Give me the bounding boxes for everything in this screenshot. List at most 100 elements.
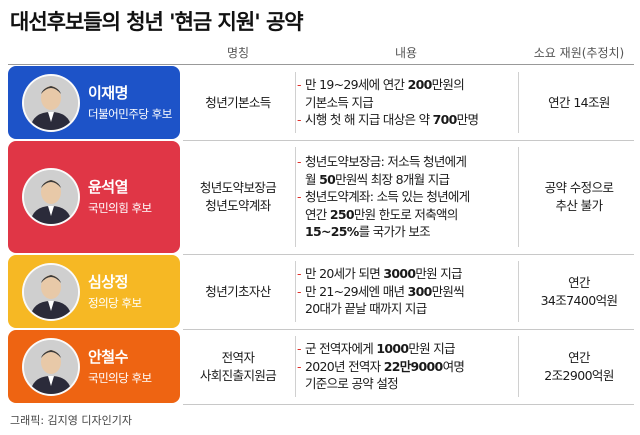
row-divider [183,254,634,255]
content-line: 20대가 끝날 때까지 지급 [297,300,515,318]
policy-name-line: 청년도약보장금 [199,180,277,195]
bullet-marker: - [297,112,302,128]
bullet-marker: - [297,154,302,170]
content-text: 만명 [456,112,479,128]
column-divider [518,336,519,397]
content-highlight: 22만9000 [383,358,443,374]
content-highlight: 3000 [383,266,416,282]
content-text: 만 21~29세엔 매년 [305,283,408,299]
column-divider [518,261,519,322]
column-divider [295,261,296,322]
policy-name: 청년기본소득 [183,94,293,112]
content-line: -만 19~29세에 연간 200만원의 [297,76,515,94]
policy-name-line: 청년도약계좌 [205,198,271,213]
table-header: 명칭 내용 소요 재원(추정치) [0,44,640,62]
candidate-name: 이재명 [88,83,128,102]
content-text: 만원 한도로 저축액의 [353,206,458,222]
candidate-card: 윤석열 국민의힘 후보 [8,141,180,253]
content-line: -2020년 전역자 22만9000여명 [297,358,515,376]
row-divider [183,140,634,141]
candidate-name: 안철수 [88,347,128,366]
content-highlight: 1000 [376,341,409,357]
table-row: 이재명 더불어민주당 후보 청년기본소득 - 만 19~29세에 연간 200만원의 기본… [0,66,640,139]
candidate-photo [22,262,80,321]
table-row: 윤석열 국민의힘 후보 청년도약보장금 청년도약계좌 - 청년도약보장금: 저소득 청년에… [0,141,640,253]
column-divider [295,72,296,133]
content-text: 만원씩 최장 8개월 지급 [335,171,450,187]
content-text: 연간 [305,206,330,222]
policy-name-line: 청년기본소득 [205,94,271,110]
content-line: 15~25%를 국가가 보조 [297,223,515,241]
content-text: 군 전역자에게 [305,341,377,357]
row-divider [183,404,634,405]
estimated-cost: 연간 14조원 [520,94,638,112]
candidate-card: 심상정 정의당 후보 [8,255,180,328]
content-line: -만 21~29세엔 매년 300만원씩 [297,283,515,301]
content-highlight: 250 [329,206,355,222]
candidate-photo [22,73,80,132]
header-name: 명칭 [226,46,250,60]
content-text: 만원의 [431,77,465,93]
content-highlight: 300 [407,283,433,299]
content-line: 연간 250만원 한도로 저축액의 [297,206,515,224]
estimated-cost: 연간 34조7400억원 [520,274,638,310]
bullet-marker: - [297,283,302,299]
estimated-cost: 연간 2조2900억원 [520,349,638,385]
row-divider [183,329,634,330]
bullet-marker: - [297,77,302,93]
bullet-marker: - [297,266,302,282]
column-divider [518,147,519,247]
bullet-marker: - [297,358,302,374]
policy-name-line: 청년기초자산 [205,283,271,299]
content-line: 기본소득 지급 [297,94,515,112]
content-line: - 청년도약계좌: 소득 있는 청년에게 [297,188,515,206]
page-title: 대선후보들의 청년 '현금 지원' 공약 [10,10,304,34]
header-divider [8,64,634,65]
content-line: - 시행 첫 해 지급 대상은 약 700만명 [297,111,515,129]
content-text: 2020년 전역자 [305,358,384,374]
bullet-marker: - [297,189,302,205]
content-text: 를 국가가 보조 [358,224,431,240]
policy-content: -만 20세가 되면 3000만원 지급 - 만 21~29세엔 매년 300만원씩… [297,265,515,318]
policy-content: - 청년도약보장금: 저소득 청년에게 월 50만원씩 최장 8개월 지급 - 청년도약… [297,153,515,241]
content-text: 만 20세가 되면 [305,266,384,282]
content-highlight: 700 [432,112,458,128]
candidate-card: 안철수 국민의당 후보 [8,330,180,403]
candidate-photo [22,337,80,396]
content-highlight: 200 [407,77,433,93]
content-text: 청년도약보장금: 저소득 청년에게 [305,154,467,170]
content-text: 만 19~29세에 연간 [305,77,408,93]
content-line: -만 20세가 되면 3000만원 지급 [297,265,515,283]
content-text: 여명 [442,358,465,374]
content-text: 20대가 끝날 때까지 지급 [305,301,427,317]
graphic-credit: 그래픽: 김지영 디자인기자 [10,414,133,427]
content-highlight: 15~25% [305,224,359,240]
content-text: 만원 지급 [415,266,462,282]
content-text: 기준으로 공약 설정 [305,376,399,392]
cost-line: 공약 수정으로 [544,180,614,195]
policy-content: -군 전역자에게 1000만원 지급 -2020년 전역자 22만9000여명 기준… [297,340,515,393]
content-line: 월 50만원씩 최장 8개월 지급 [297,171,515,189]
estimated-cost: 공약 수정으로 추산 불가 [520,179,638,215]
candidate-name: 윤석열 [88,178,128,196]
policy-name-line: 사회진출지원금 [199,367,277,383]
cost-line: 연간 [568,274,590,290]
candidate-photo [22,168,80,226]
bullet-marker: - [297,341,302,357]
content-text: 시행 첫 해 지급 대상은 약 [305,112,433,128]
policy-name-line: 전역자 [221,349,255,365]
content-highlight: 50 [319,171,336,187]
candidate-party: 정의당 후보 [88,295,142,310]
cost-line: 연간 [568,349,590,365]
column-divider [295,147,296,247]
cost-line: 34조7400억원 [540,292,618,308]
header-content: 내용 [394,46,418,60]
header-cost: 소요 재원(추정치) [533,46,625,60]
content-line: 기준으로 공약 설정 [297,375,515,393]
candidate-party: 더불어민주당 후보 [88,106,172,121]
policy-name: 청년기초자산 [183,283,293,301]
content-text: 청년도약계좌: 소득 있는 청년에게 [305,189,470,205]
column-divider [295,336,296,397]
